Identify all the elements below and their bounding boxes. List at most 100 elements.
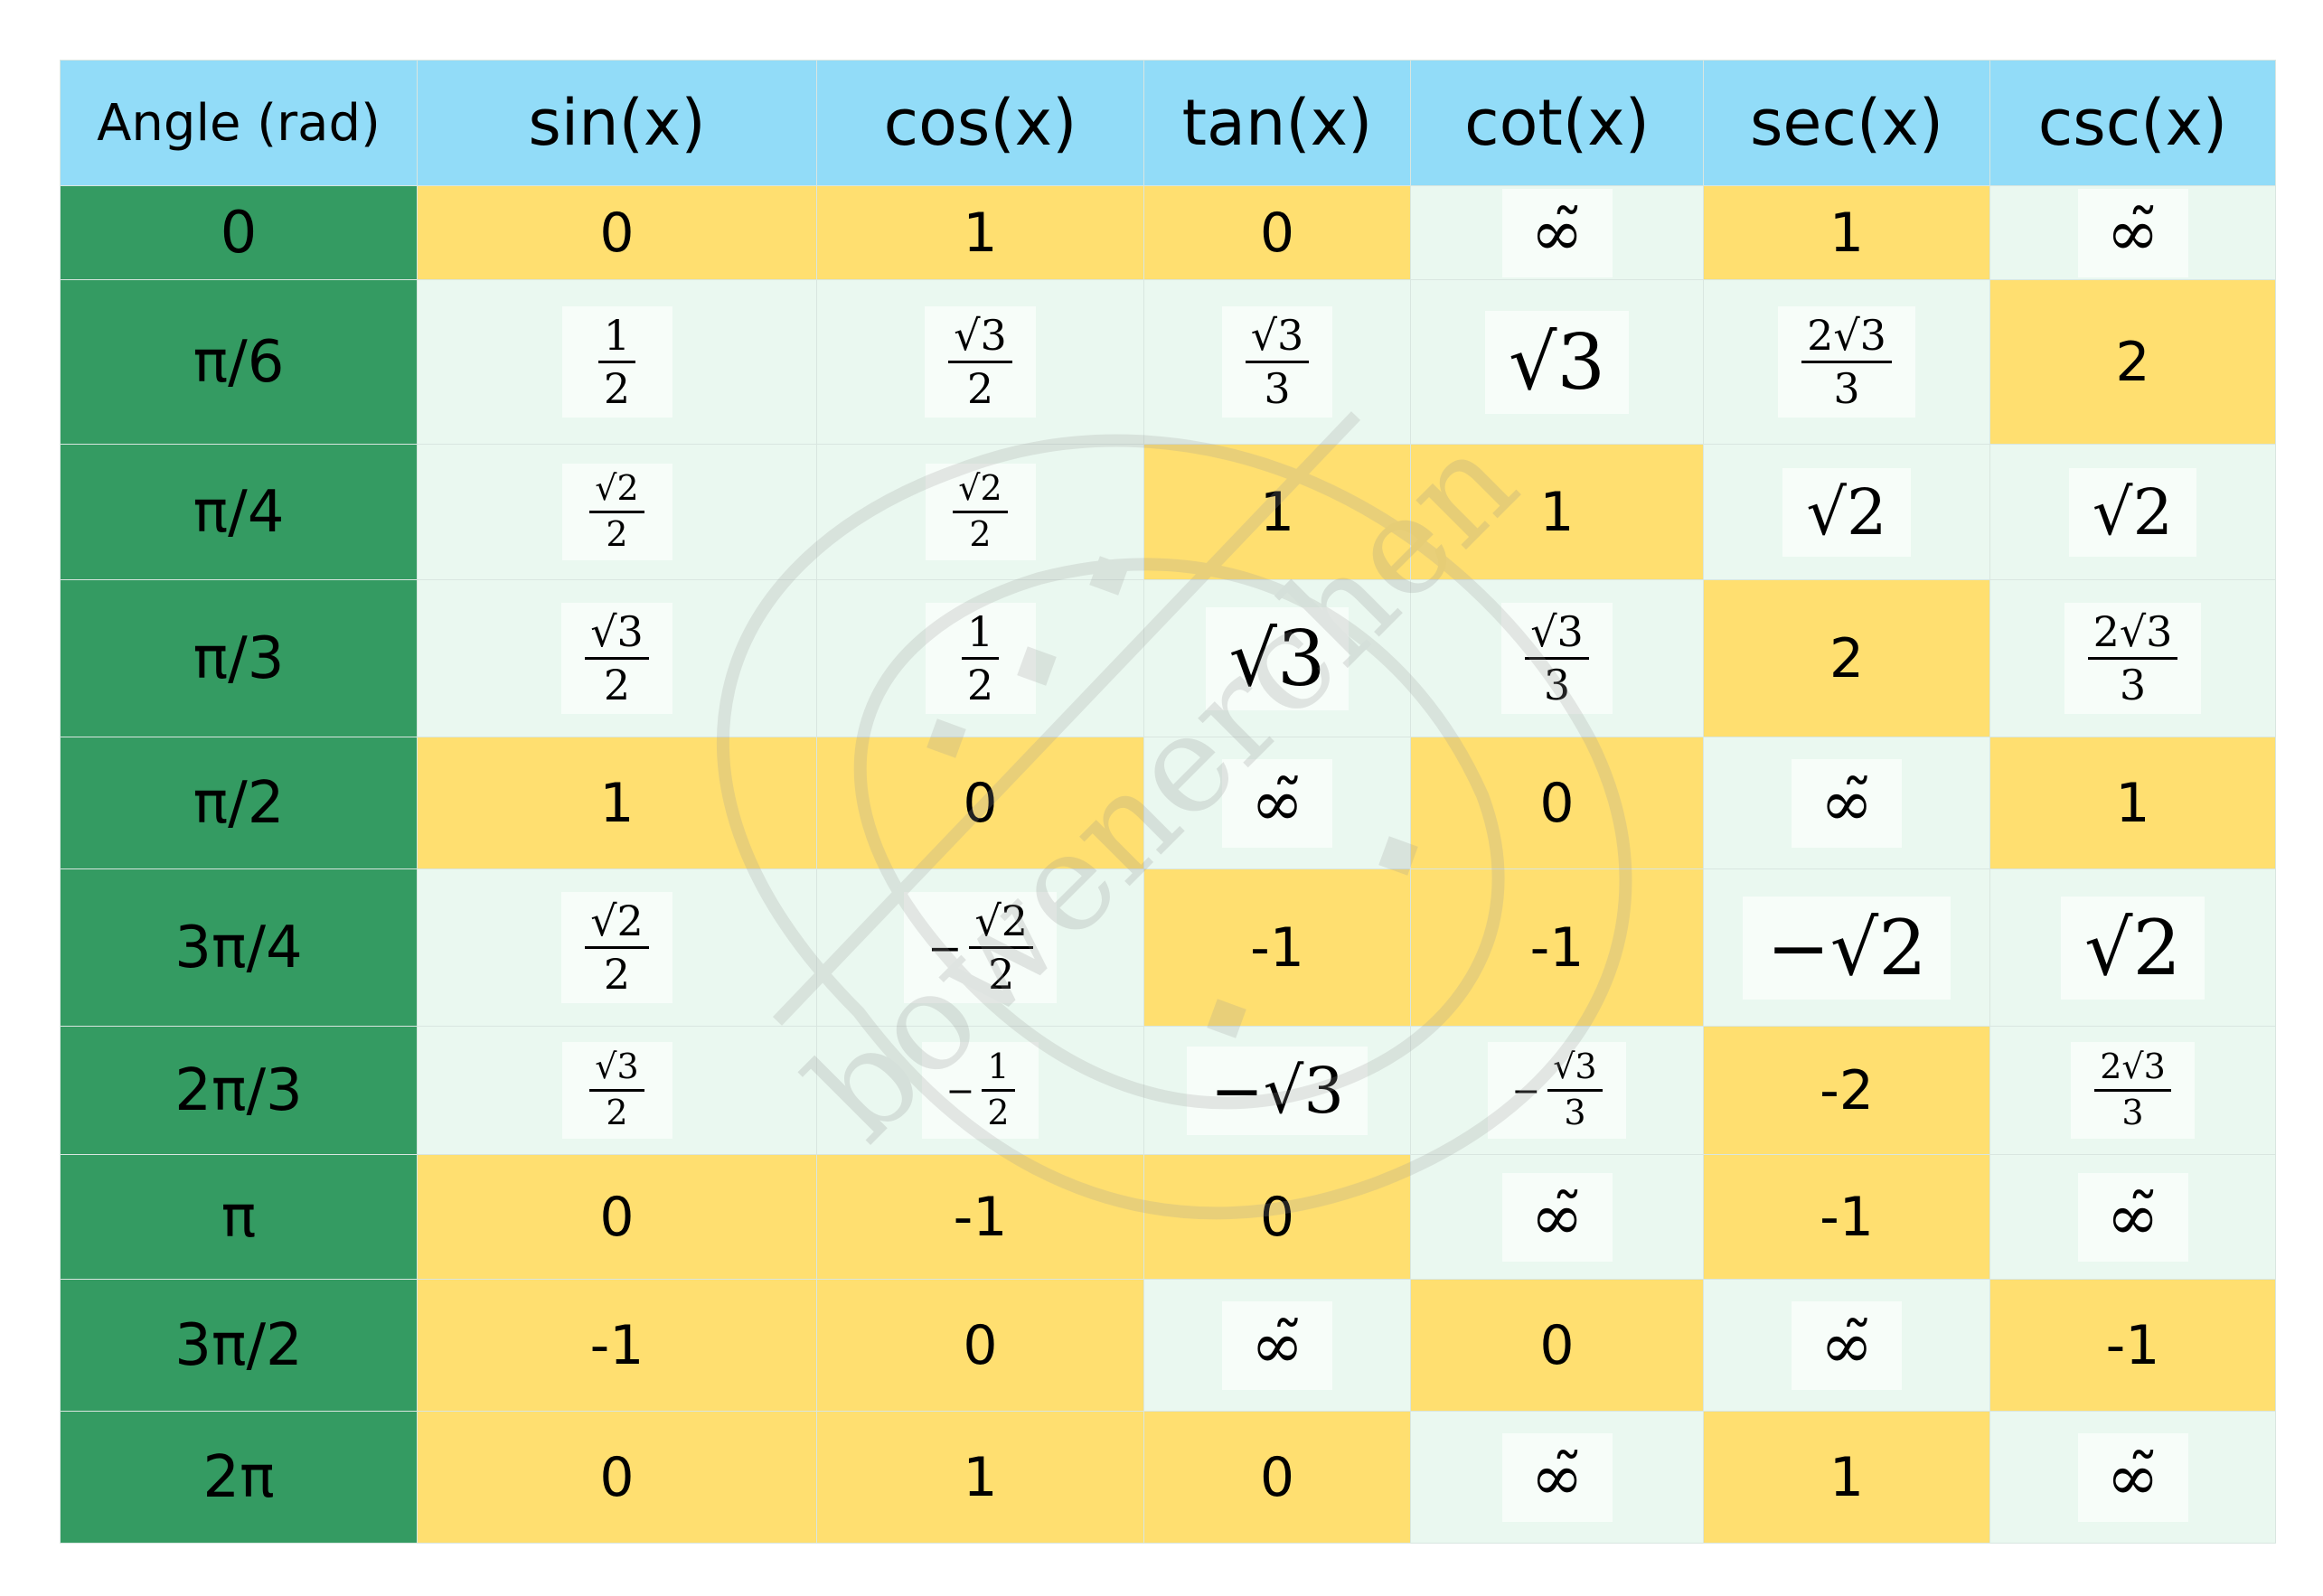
csc-symbolic-value: √2 [2061,896,2205,1000]
csc-value-cell: 2√3 3 [1989,1026,2276,1155]
csc-value-cell: √2 [1989,868,2276,1027]
cot-symbolic-value: ∞̃ [1501,1432,1613,1522]
tan-symbolic-value: ∞̃ [1222,758,1332,848]
angle-cell: 2π/3 [60,1026,418,1155]
fraction: √3 2 [948,313,1012,411]
sec-symbolic-value: 2√3 3 [1778,305,1915,418]
tan-value-cell: 0 [1143,185,1411,280]
tan-value-cell: 0 [1143,1154,1411,1280]
tan-symbolic-value: ∞̃ [1222,1300,1332,1390]
sec-symbolic-value: √2 [1782,467,1911,557]
cos-value-cell: − √2 2 [816,868,1144,1027]
cot-value-cell: − √3 3 [1410,1026,1704,1155]
fraction-denominator: 2 [606,1093,628,1132]
infinity-symbol: ∞̃ [2106,1440,2159,1515]
fraction-denominator: 2 [603,950,631,999]
cos-value-cell: 0 [816,737,1144,869]
csc-column-header: csc(x) [1989,60,2276,186]
csc-value-cell: √2 [1989,444,2276,580]
fraction-numerator: √3 [585,609,649,660]
sec-value-cell: ∞̃ [1703,737,1990,869]
radical-expression: −√2 [1766,903,1927,992]
fraction-denominator: 2 [988,950,1015,999]
fraction-denominator: 2 [987,1093,1010,1132]
fraction: 2√3 3 [2094,1048,2171,1131]
radical-expression: √3 [1509,317,1605,407]
header-row: Angle (rad) sin(x) cos(x) tan(x) cot(x) … [60,60,2276,186]
infinity-symbol: ∞̃ [2106,195,2159,270]
infinity-symbol: ∞̃ [1820,765,1874,840]
table-body: 0 0 1 0 ∞̃ 1 ∞̃ π/6 1 2 √3 2 √3 3 √3 2√3 3 2 π/4 √2 2 √2 2 1 1 √2… [60,185,2276,1544]
fraction-denominator: 2 [603,364,631,413]
tan-symbolic-value: −√3 [1187,1046,1368,1135]
fraction-denominator: 2 [966,661,994,709]
infinity-symbol: ∞̃ [1530,1440,1584,1515]
fraction-numerator: √3 [1245,313,1310,363]
cot-symbolic-value: − √3 3 [1488,1042,1626,1139]
cot-column-header: cot(x) [1410,60,1704,186]
angle-cell: 2π [60,1411,418,1544]
fraction: − √2 2 [926,898,1034,999]
radical-expression: √2 [2084,903,2181,992]
table-row: 0 0 1 0 ∞̃ 1 ∞̃ [60,185,2276,280]
sec-value-cell: -2 [1703,1026,1990,1155]
sin-value-cell: -1 [417,1279,817,1412]
tan-symbolic-value: √3 [1205,606,1350,710]
table-row: π/6 1 2 √3 2 √3 3 √3 2√3 3 2 [60,279,2276,445]
fraction-numerator: √3 [948,313,1012,363]
fraction-sign: − [1511,1070,1541,1111]
cos-value-cell: √3 2 [816,279,1144,445]
infinity-symbol: ∞̃ [2106,1179,2159,1254]
fraction: √3 3 [1245,313,1310,413]
angle-column-header: Angle (rad) [60,60,418,186]
fraction-numerator: 2√3 [2094,1048,2171,1092]
sec-value-cell: 2 [1703,579,1990,737]
table-row: π 0 -1 0 ∞̃ -1 ∞̃ [60,1154,2276,1280]
fraction-numerator: √2 [953,470,1008,513]
fraction-numerator: 1 [982,1048,1015,1092]
sec-value-cell: 1 [1703,185,1990,280]
table-row: 2π/3 √3 2−1 2 −√3− √3 3 -2 2√3 3 [60,1026,2276,1155]
csc-symbolic-value: √2 [2068,467,2197,557]
angle-cell: 0 [60,185,418,280]
fraction-numerator: 2√3 [2087,609,2178,660]
csc-value-cell: 2 [1989,279,2276,445]
fraction-numerator: √3 [1547,1048,1603,1092]
infinity-symbol: ∞̃ [1530,195,1584,270]
sec-symbolic-value: ∞̃ [1792,758,1902,848]
sin-symbolic-value: √3 2 [561,602,672,715]
fraction-numerator: 1 [961,609,1000,660]
cot-value-cell: 0 [1410,737,1704,869]
fraction-denominator: 3 [1543,661,1571,709]
infinity-symbol: ∞̃ [1820,1308,1874,1383]
sec-value-cell: 2√3 3 [1703,279,1990,445]
tan-value-cell: -1 [1143,868,1411,1027]
csc-value-cell: ∞̃ [1989,185,2276,280]
sin-value-cell: 0 [417,1154,817,1280]
tan-value-cell: 1 [1143,444,1411,580]
cot-value-cell: -1 [1410,868,1704,1027]
csc-symbolic-value: ∞̃ [2077,1432,2188,1522]
sec-column-header: sec(x) [1703,60,1990,186]
fraction-sign: − [926,923,963,972]
fraction-numerator: √2 [969,898,1034,949]
tan-value-cell: 0 [1143,1411,1411,1544]
radical-expression: √2 [1806,474,1887,549]
cot-value-cell: ∞̃ [1410,185,1704,280]
sec-value-cell: ∞̃ [1703,1279,1990,1412]
sin-symbolic-value: √2 2 [561,891,672,1004]
fraction-numerator: √2 [585,898,649,949]
fraction-denominator: 2 [603,661,631,709]
sec-symbolic-value: ∞̃ [1792,1300,1902,1390]
fraction: 2√3 3 [2087,609,2178,708]
sin-value-cell: 1 [417,737,817,869]
fraction-denominator: 2 [969,514,992,554]
fraction-numerator: √3 [589,1048,644,1092]
tan-value-cell: ∞̃ [1143,1279,1411,1412]
fraction-denominator: 3 [1264,364,1291,413]
cos-value-cell: −1 2 [816,1026,1144,1155]
sin-value-cell: √2 2 [417,444,817,580]
